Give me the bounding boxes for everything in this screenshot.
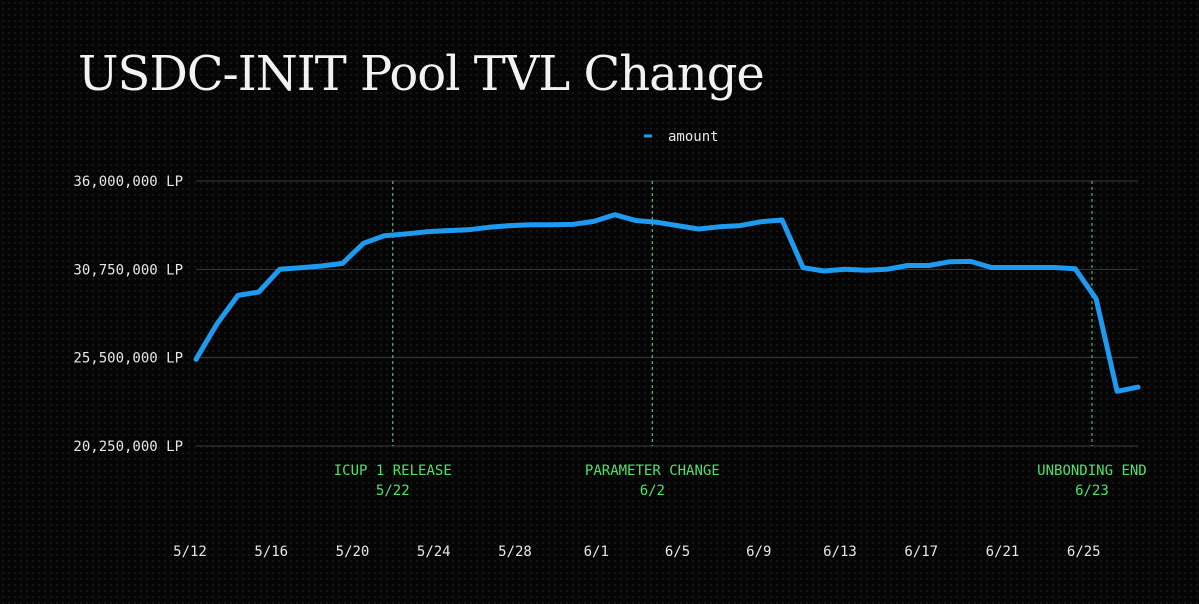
- x-tick-label: 6/21: [986, 544, 1020, 560]
- chart-title: USDC-INIT Pool TVL Change: [78, 46, 765, 102]
- x-tick-label: 5/20: [336, 544, 370, 560]
- x-tick-label: 6/25: [1067, 544, 1101, 560]
- annotation-date: 6/2: [640, 483, 665, 499]
- x-tick-label: 6/1: [584, 544, 609, 560]
- series-line-amount: [193, 212, 1141, 394]
- x-tick-label: 6/13: [823, 544, 857, 560]
- x-tick-label: 6/17: [904, 544, 938, 560]
- x-tick-label: 5/16: [254, 544, 288, 560]
- annotation-date: 5/22: [376, 483, 410, 499]
- annotation-label: ICUP 1 RELEASE: [334, 463, 452, 479]
- x-tick-label: 5/28: [498, 544, 532, 560]
- x-tick-label: 5/12: [173, 544, 207, 560]
- x-tick-label: 5/24: [417, 544, 451, 560]
- x-tick-label: 6/9: [746, 544, 771, 560]
- y-tick-label: 25,500,000 LP: [73, 351, 183, 367]
- y-tick-label: 30,750,000 LP: [73, 262, 183, 278]
- annotation-date: 6/23: [1075, 483, 1109, 499]
- x-tick-label: 6/5: [665, 544, 690, 560]
- y-tick-label: 36,000,000 LP: [73, 174, 183, 190]
- annotation-label: PARAMETER CHANGE: [585, 463, 720, 479]
- legend-label: amount: [668, 129, 719, 145]
- annotation-label: UNBONDING END: [1037, 463, 1147, 479]
- y-tick-label: 20,250,000 LP: [73, 439, 183, 455]
